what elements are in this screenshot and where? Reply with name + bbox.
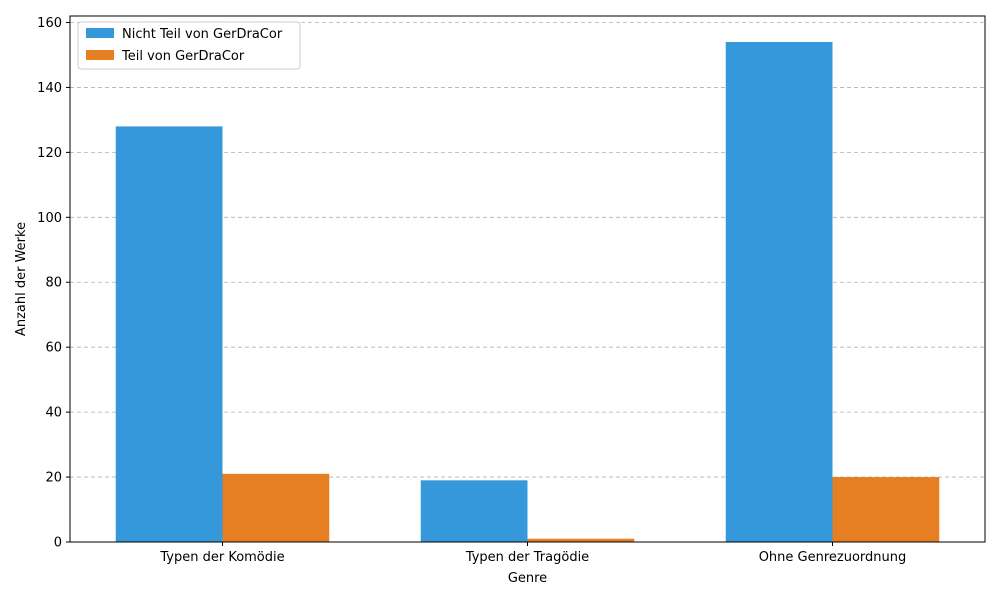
bars [115,41,940,542]
legend-swatch-nicht-teil [86,28,114,38]
y-tick-label: 160 [37,16,62,31]
x-tick-label: Typen der Tragödie [465,550,589,565]
y-tick-label: 20 [45,471,62,486]
y-axis-ticks: 0 20 40 60 80 100 120 140 160 [37,16,70,551]
y-axis-label: Anzahl der Werke [14,222,29,336]
bar-teil-0 [222,473,330,542]
bar-nicht-teil-0 [115,126,223,542]
bar-teil-1 [527,538,635,542]
bar-teil-2 [832,477,940,542]
x-axis-label: Genre [508,571,547,586]
y-tick-label: 100 [37,211,62,226]
y-tick-label: 60 [45,341,62,356]
y-tick-label: 40 [45,406,62,421]
legend: Nicht Teil von GerDraCor Teil von GerDra… [77,21,301,70]
x-tick-label: Ohne Genrezuordnung [759,550,907,565]
y-tick-label: 120 [37,146,62,161]
bar-nicht-teil-2 [725,41,833,542]
x-tick-label: Typen der Komödie [159,550,284,565]
x-axis-ticks: Typen der Komödie Typen der Tragödie Ohne … [159,542,906,565]
y-tick-label: 0 [54,536,62,551]
legend-label-nicht-teil: Nicht Teil von GerDraCor [122,27,283,42]
y-tick-label: 80 [45,276,62,291]
legend-label-teil: Teil von GerDraCor [121,49,245,64]
bar-nicht-teil-1 [420,480,528,542]
y-tick-label: 140 [37,81,62,96]
legend-swatch-teil [86,50,114,60]
legend-frame [77,21,301,70]
